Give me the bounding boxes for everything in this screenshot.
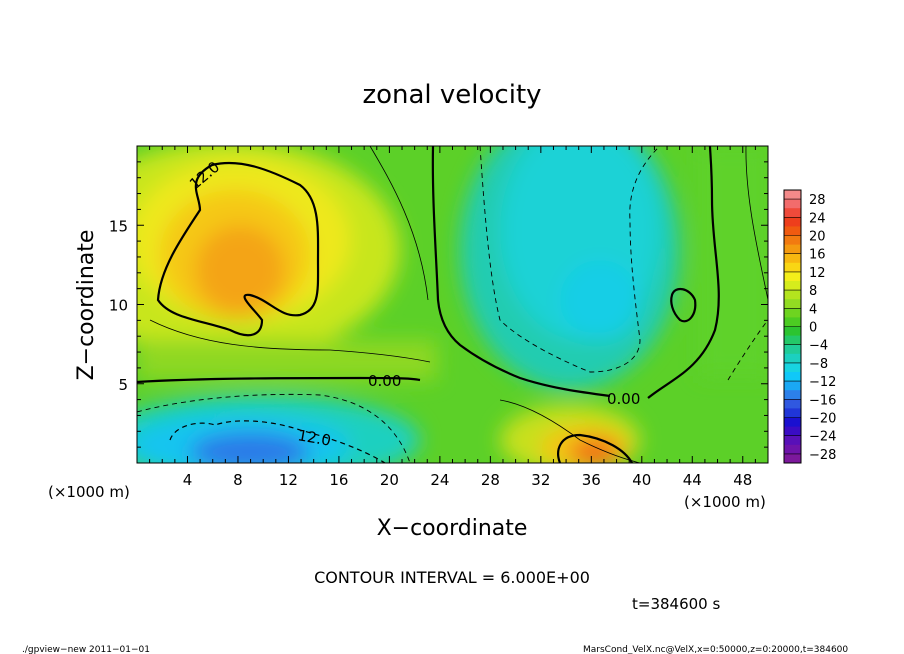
y-axis-title: Z−coordinate — [74, 230, 99, 381]
contour-neg-3 — [137, 393, 411, 463]
colorbar-swatch — [784, 344, 801, 355]
contour-interval-text: CONTOUR INTERVAL = 6.000E+00 — [314, 568, 590, 587]
x-tick-label: 24 — [430, 471, 449, 489]
colorbar-swatch — [784, 326, 801, 336]
colorbar-swatch — [784, 299, 801, 309]
colorbar-label: 4 — [809, 302, 817, 317]
colorbar-swatch — [784, 362, 801, 373]
contour-neg-2 — [169, 420, 386, 463]
colorbar-label: 12 — [809, 266, 826, 281]
colorbar-swatch — [784, 381, 801, 391]
heatmap-field — [137, 146, 768, 463]
colorbar-swatch — [784, 390, 801, 400]
colorbar-swatch — [784, 317, 801, 327]
x-tick-label: 16 — [329, 471, 348, 489]
x-tick-label: 32 — [531, 471, 550, 489]
colorbar-label: −20 — [809, 412, 836, 427]
contour-label-4: 12.0 — [296, 426, 332, 450]
x-tick-label: 40 — [632, 471, 651, 489]
contour-thin-1 — [149, 319, 431, 363]
contour-thin-2 — [369, 146, 429, 301]
colorbar-swatch — [784, 399, 801, 409]
y-tick-label: 5 — [118, 376, 128, 394]
colorbar-label: −12 — [809, 375, 836, 390]
footer-left: ./gpview−new 2011−01−01 — [22, 645, 150, 654]
x-tick-label: 12 — [279, 471, 298, 489]
colorbar-swatch — [784, 244, 801, 255]
colorbar-swatch — [784, 208, 801, 218]
colorbar-swatch — [784, 271, 801, 282]
colorbar-swatch — [784, 335, 801, 346]
colorbar-swatch — [784, 190, 801, 200]
x-tick-label: 8 — [233, 471, 243, 489]
colorbar-label: −24 — [809, 430, 836, 445]
colorbar-label: 20 — [809, 230, 826, 245]
colorbar-swatch — [784, 226, 801, 236]
colorbar-label: −8 — [809, 357, 828, 372]
y-axis: 5 10 15 — [109, 161, 768, 448]
colorbar-swatch — [784, 199, 801, 209]
x-tick-label: 28 — [481, 471, 500, 489]
contour-0-center — [431, 146, 611, 398]
contour-0-loop — [670, 287, 697, 323]
colorbar-label: 0 — [809, 321, 817, 336]
y-tick-label: 10 — [109, 297, 128, 315]
colorbar-swatch — [784, 408, 801, 418]
y-tick-label: 15 — [109, 217, 128, 235]
colorbar-swatch — [784, 253, 801, 264]
colorbar-label: −16 — [809, 393, 836, 408]
x-tick-label: 36 — [582, 471, 601, 489]
x-tick-label: 48 — [733, 471, 752, 489]
colorbar-label: 24 — [809, 211, 826, 226]
colorbar-label: −28 — [809, 448, 836, 463]
contour-0-left — [137, 376, 421, 384]
contour-0-right — [647, 146, 720, 399]
colorbar-swatch — [784, 426, 801, 437]
colorbar-swatch — [784, 353, 801, 364]
colorbar-label: 8 — [809, 284, 817, 299]
x-unit-note-left: (×1000 m) — [48, 483, 130, 501]
contour-thin-3 — [499, 399, 641, 463]
x-unit-note-right: (×1000 m) — [684, 493, 766, 511]
colorbar-swatch — [784, 281, 801, 291]
colorbar-swatch — [784, 453, 801, 464]
contour-neg-4 — [727, 319, 768, 381]
colorbar-label: 28 — [809, 193, 826, 208]
x-axis-title: X−coordinate — [377, 516, 528, 541]
contour-label-3: 0.00 — [607, 390, 640, 408]
colorbar-swatch — [784, 217, 801, 227]
colorbar-swatch — [784, 290, 801, 300]
contour-12-upper — [156, 161, 320, 337]
colorbar: 28 24 20 16 12 8 4 0 −4 −8 −12 −16 −20 −24 −28 — [783, 189, 836, 464]
colorbar-swatch — [784, 444, 801, 455]
colorbar-label: 16 — [809, 248, 826, 263]
contour-lines — [137, 146, 768, 463]
contour-label-2: 0.00 — [368, 372, 401, 390]
colorbar-swatch — [784, 262, 801, 273]
chart-title: zonal velocity — [362, 80, 541, 110]
time-text: t=384600 s — [632, 595, 720, 613]
colorbar-swatch — [784, 372, 801, 382]
colorbar-swatch — [784, 417, 801, 427]
contour-thin-4 — [745, 146, 768, 301]
colorbar-swatch — [784, 308, 801, 318]
x-tick-label: 20 — [380, 471, 399, 489]
colorbar-swatch — [784, 435, 801, 446]
colorbar-swatch — [784, 235, 801, 245]
x-tick-label: 44 — [683, 471, 702, 489]
footer-right: MarsCond_VelX.nc@VelX,x=0:50000,z=0:2000… — [583, 645, 848, 654]
x-tick-label: 4 — [183, 471, 193, 489]
x-axis: 4 8 12 16 20 24 28 32 36 40 44 48 — [149, 146, 756, 489]
colorbar-label: −4 — [809, 339, 828, 354]
contour-12-lower-right — [557, 433, 633, 463]
